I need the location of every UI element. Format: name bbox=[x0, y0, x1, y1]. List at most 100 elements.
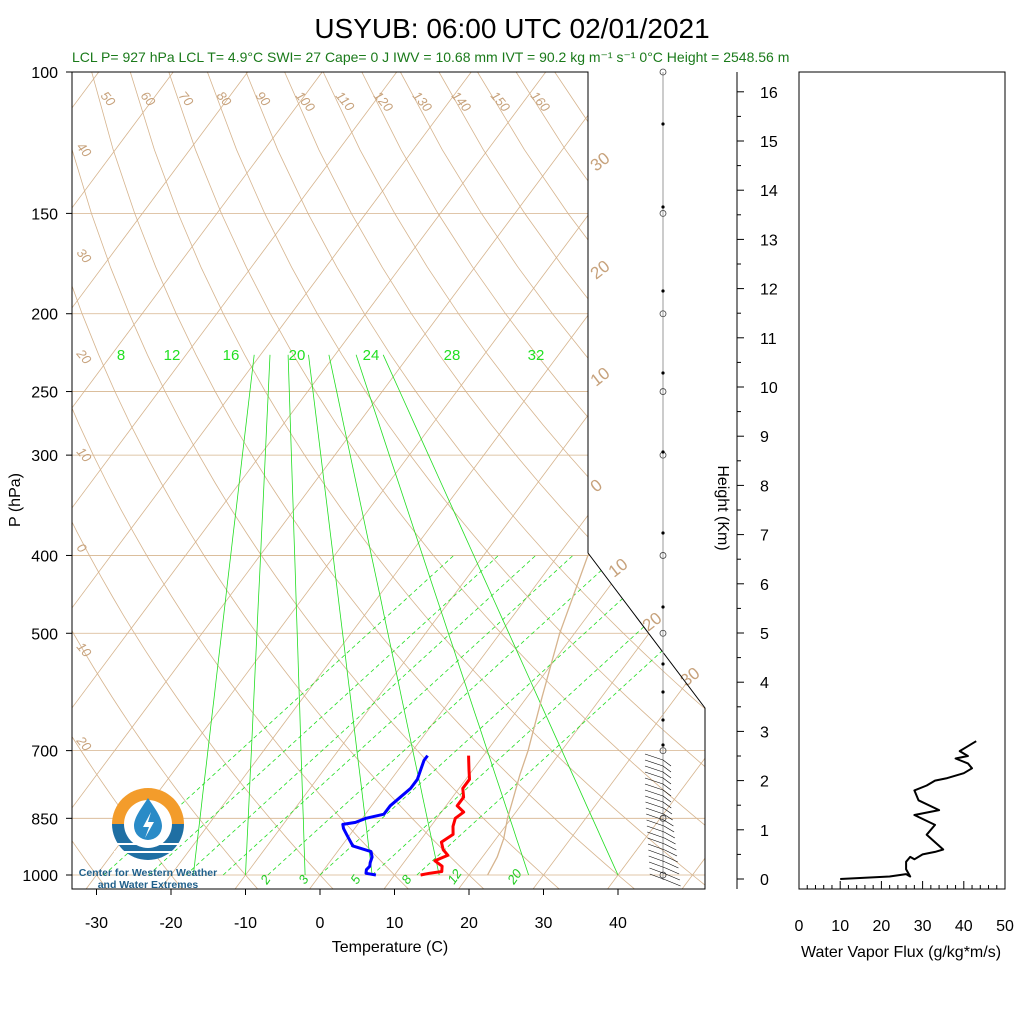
wind-barb bbox=[664, 849, 678, 857]
isotherm-label-right: 20 bbox=[587, 257, 614, 284]
isotherm-line bbox=[72, 72, 398, 889]
dry-adiabat-label: 70 bbox=[176, 88, 197, 109]
pressure-tick-label: 400 bbox=[31, 548, 58, 565]
pressure-tick-label: 700 bbox=[31, 744, 58, 761]
mixing-ratio-label-bottom: 20 bbox=[504, 866, 526, 888]
dry-adiabat-label: 110 bbox=[333, 88, 358, 114]
height-tick-label: 15 bbox=[760, 134, 778, 151]
wind-barb bbox=[662, 777, 672, 785]
height-tick-label: 11 bbox=[760, 331, 777, 348]
temperature-tick-label: 20 bbox=[460, 915, 478, 932]
wind-barb bbox=[665, 861, 679, 869]
isotherm-line bbox=[605, 72, 705, 889]
mixing-ratio-label-top: 24 bbox=[363, 347, 380, 364]
flux-tick-label: 40 bbox=[955, 918, 973, 935]
isotherm-line bbox=[72, 72, 323, 889]
wind-barb bbox=[665, 873, 680, 881]
wind-barb bbox=[665, 867, 680, 875]
skew-t-guide-labels: 50 60 70 80 90 100 110 120 130 140 150 160403020100… bbox=[73, 88, 703, 887]
wind-barb bbox=[649, 867, 666, 875]
mixing-ratio-line bbox=[416, 555, 705, 876]
mixing-ratio-line bbox=[148, 555, 499, 876]
flux-tick-label: 10 bbox=[831, 918, 849, 935]
wind-calm-circle bbox=[659, 747, 667, 755]
temperature-tick-label: -10 bbox=[234, 915, 257, 932]
temperature-line bbox=[420, 755, 471, 877]
isotherm-label-right: 0 bbox=[587, 475, 606, 496]
bolt-icon bbox=[143, 812, 154, 838]
isotherm-label-right: 10 bbox=[605, 555, 632, 582]
isotherm-line bbox=[83, 72, 696, 889]
moist-adiabat-line bbox=[192, 354, 255, 876]
isotherm-label-left: 40 bbox=[74, 139, 95, 160]
wind-dot bbox=[661, 662, 665, 666]
height-tick-label: 0 bbox=[760, 872, 769, 889]
temperature-tick-label: 40 bbox=[609, 915, 627, 932]
moist-adiabat-line bbox=[355, 354, 529, 876]
mixing-ratio-label-top: 28 bbox=[444, 347, 461, 364]
wind-calm-circle bbox=[659, 210, 667, 217]
isotherm-label-left: 20 bbox=[73, 346, 95, 368]
mixing-ratio-label-top: 20 bbox=[289, 347, 306, 364]
isotherm-label-left: 0 bbox=[74, 540, 91, 556]
sounding-summary: LCL P= 927 hPa LCL T= 4.9°C SWI= 27 Cape… bbox=[72, 49, 789, 65]
dry-adiabat-label: 100 bbox=[293, 88, 319, 115]
wind-barb bbox=[664, 831, 675, 839]
dry-adiabat-label: 90 bbox=[253, 88, 274, 109]
dry-adiabat-line bbox=[72, 72, 186, 889]
mixing-ratio-label-bottom: 5 bbox=[347, 872, 364, 887]
flux-line bbox=[840, 740, 977, 880]
wind-barb bbox=[644, 753, 664, 761]
wind-barb bbox=[664, 843, 677, 851]
wind-barb bbox=[662, 801, 672, 809]
wind-dot bbox=[661, 122, 665, 126]
flux-tick-label: 20 bbox=[873, 918, 891, 935]
mixing-ratio-line bbox=[267, 555, 618, 876]
isotherm-line bbox=[381, 72, 705, 889]
cw3e-logo: Center for Western Weather and Water Ext… bbox=[79, 788, 217, 891]
isotherm-line bbox=[72, 72, 472, 889]
isotherm-line bbox=[158, 72, 705, 889]
wind-barb bbox=[646, 813, 664, 821]
flux-axis-label: Water Vapor Flux (g/kg*m/s) bbox=[801, 944, 1001, 961]
chart-title: USYUB: 06:00 UTC 02/01/2021 bbox=[314, 13, 709, 44]
wind-dot bbox=[661, 205, 665, 209]
height-tick-label: 13 bbox=[760, 232, 778, 249]
dry-adiabat-line bbox=[400, 72, 705, 889]
height-tick-label: 7 bbox=[760, 528, 769, 545]
pressure-axis-label: P (hPa) bbox=[7, 473, 24, 527]
wind-calm-circle bbox=[659, 310, 667, 318]
height-tick-label: 14 bbox=[760, 183, 778, 200]
wind-barb bbox=[644, 783, 664, 791]
dry-adiabat-label: 120 bbox=[371, 88, 397, 115]
wind-barb bbox=[664, 855, 678, 863]
wind-barb bbox=[649, 873, 666, 881]
wind-calm-circle bbox=[659, 552, 667, 559]
temperature-tick-label: 10 bbox=[386, 915, 404, 932]
wind-barb bbox=[662, 795, 672, 803]
wind-barb bbox=[647, 831, 665, 839]
flux-tick-label: 0 bbox=[795, 918, 804, 935]
flux-axes: 0 10 20 30 40 50 bbox=[795, 881, 1014, 935]
mixing-ratio-line bbox=[319, 555, 671, 876]
moist-adiabat-line bbox=[287, 354, 306, 876]
isotherm-label-left: 20 bbox=[73, 733, 95, 755]
wind-barb bbox=[662, 789, 672, 797]
height-tick-label: 9 bbox=[760, 429, 769, 446]
pressure-tick-label: 500 bbox=[31, 626, 58, 643]
isotherm-label-left: 30 bbox=[74, 245, 95, 266]
mixing-ratio-label-bottom: 2 bbox=[257, 872, 274, 888]
height-tick-label: 10 bbox=[760, 380, 778, 397]
height-tick-label: 1 bbox=[760, 823, 769, 840]
isotherm-line bbox=[456, 72, 705, 889]
parcel-line bbox=[487, 72, 705, 876]
mixing-ratio-label-top: 8 bbox=[117, 347, 125, 364]
isotherm-line bbox=[72, 72, 174, 889]
isotherm-label-left: 10 bbox=[74, 639, 95, 660]
temperature-tick-label: 0 bbox=[316, 915, 325, 932]
logo-line-1: Center for Western Weather bbox=[79, 867, 217, 879]
dry-adiabat-line bbox=[72, 72, 563, 889]
wind-dot bbox=[661, 690, 665, 694]
